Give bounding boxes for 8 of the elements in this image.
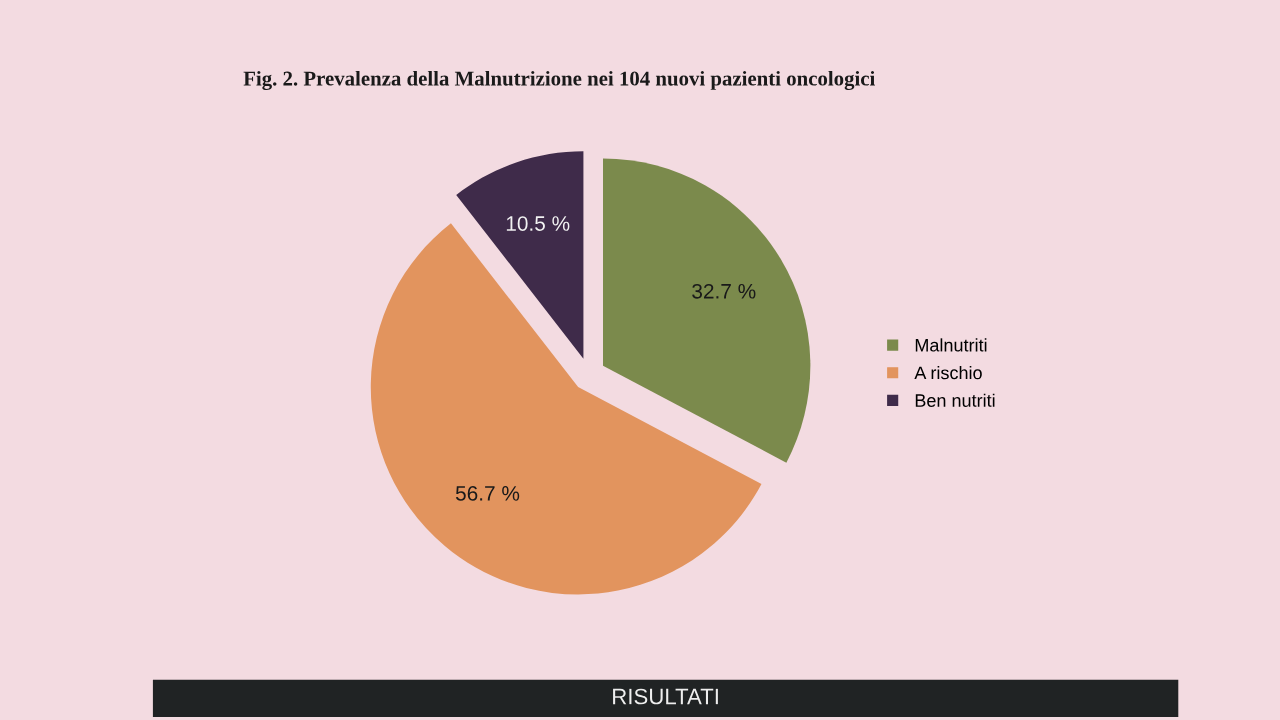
chart-title: Fig. 2. Prevalenza della Malnutrizione nei 104 nuovi pazienti oncologici (243, 70, 876, 90)
legend-label: Malnutriti (915, 338, 987, 352)
data-label: 32.7 % (692, 283, 756, 299)
legend-label: A rischio (914, 365, 982, 380)
data-label: 10.5 % (506, 216, 570, 231)
data-label: 56.7 % (455, 485, 520, 501)
legend-label: Ben nutriti (915, 393, 995, 407)
text: RISULTATI (613, 688, 718, 705)
